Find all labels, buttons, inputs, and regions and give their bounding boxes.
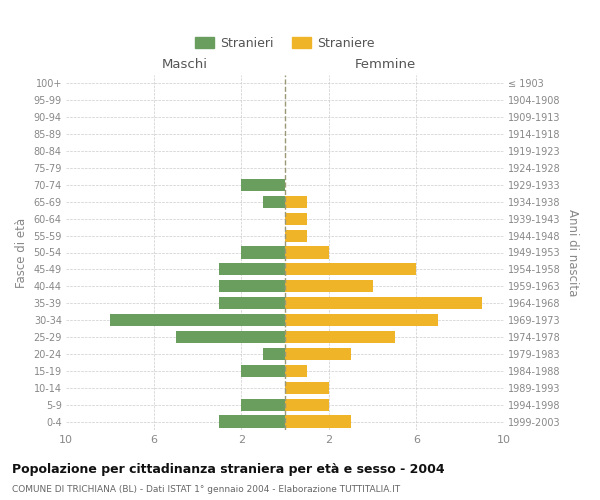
Bar [285,348,350,360]
Bar [220,264,285,276]
Bar [263,196,285,208]
Bar [241,398,285,410]
Bar [285,280,373,292]
Bar [285,364,307,377]
Bar [285,331,395,343]
Text: Popolazione per cittadinanza straniera per età e sesso - 2004: Popolazione per cittadinanza straniera p… [12,462,445,475]
Legend: Stranieri, Straniere: Stranieri, Straniere [190,32,380,54]
Bar [285,398,329,410]
Bar [285,382,329,394]
Bar [220,280,285,292]
Bar [220,297,285,310]
Y-axis label: Fasce di età: Fasce di età [15,218,28,288]
Text: Maschi: Maschi [161,58,207,71]
Bar [285,416,350,428]
Bar [285,314,438,326]
Bar [285,264,416,276]
Bar [285,196,307,208]
Bar [220,416,285,428]
Bar [241,246,285,258]
Bar [285,297,482,310]
Bar [110,314,285,326]
Text: Femmine: Femmine [355,58,416,71]
Bar [285,246,329,258]
Bar [241,364,285,377]
Y-axis label: Anni di nascita: Anni di nascita [566,209,580,296]
Bar [285,230,307,241]
Bar [176,331,285,343]
Bar [241,179,285,191]
Text: COMUNE DI TRICHIANA (BL) - Dati ISTAT 1° gennaio 2004 - Elaborazione TUTTITALIA.: COMUNE DI TRICHIANA (BL) - Dati ISTAT 1°… [12,485,400,494]
Bar [263,348,285,360]
Bar [285,212,307,225]
